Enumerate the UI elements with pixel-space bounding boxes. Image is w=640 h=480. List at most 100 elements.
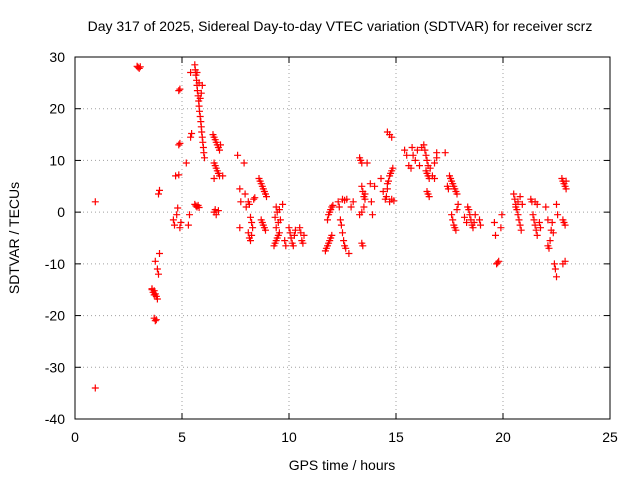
data-point — [529, 211, 537, 219]
data-point — [175, 171, 183, 179]
data-point — [324, 216, 331, 224]
data-point — [548, 219, 556, 226]
data-point — [217, 141, 224, 149]
data-point — [200, 149, 208, 157]
data-point — [403, 151, 411, 159]
data-point — [545, 244, 553, 252]
data-point — [173, 211, 181, 219]
data-point — [515, 216, 523, 224]
data-point — [195, 204, 203, 211]
data-point — [553, 273, 560, 281]
data-point — [174, 204, 182, 212]
data-point — [155, 190, 162, 198]
data-point — [453, 190, 461, 198]
data-point — [136, 63, 144, 71]
data-point — [371, 182, 379, 190]
data-point — [290, 231, 298, 239]
data-point — [289, 242, 297, 250]
data-point — [156, 186, 163, 194]
data-point — [561, 221, 569, 229]
y-tick-label: 30 — [49, 49, 65, 65]
data-point — [358, 182, 366, 190]
data-point — [262, 226, 269, 234]
data-point — [453, 206, 461, 214]
data-point — [514, 211, 522, 219]
data-point — [188, 130, 196, 137]
data-point — [358, 208, 366, 216]
data-point — [219, 172, 227, 180]
data-point — [407, 164, 415, 172]
data-point — [533, 231, 541, 239]
data-point — [411, 156, 419, 164]
data-point — [169, 216, 177, 224]
data-point — [343, 195, 351, 203]
data-point — [336, 216, 344, 224]
data-point — [379, 188, 387, 195]
data-point — [329, 201, 337, 209]
data-point — [291, 226, 299, 234]
data-point — [497, 224, 505, 232]
data-point — [281, 237, 289, 245]
data-point — [385, 177, 392, 185]
data-point — [182, 159, 190, 167]
data-point — [91, 198, 99, 206]
data-point — [531, 221, 539, 229]
y-tick-label: -40 — [45, 411, 65, 427]
data-point — [516, 193, 524, 201]
data-point — [184, 221, 192, 229]
data-point — [562, 177, 570, 185]
data-point — [187, 133, 195, 141]
data-point — [544, 216, 552, 224]
x-axis-label: GPS time / hours — [289, 457, 396, 473]
x-tick-label: 15 — [388, 429, 404, 445]
data-point — [369, 211, 376, 219]
data-point — [388, 133, 396, 141]
data-point — [328, 203, 336, 211]
x-tick-label: 25 — [602, 429, 618, 445]
data-point — [383, 185, 391, 193]
y-axis-label: SDTVAR / TECUs — [6, 182, 22, 294]
data-point — [216, 146, 223, 154]
data-point — [360, 203, 368, 211]
data-point — [498, 211, 506, 219]
grid-layer — [75, 57, 610, 419]
data-point — [477, 221, 484, 229]
data-point — [470, 219, 478, 226]
data-point — [196, 94, 204, 102]
data-point — [175, 141, 183, 149]
y-tick-label: 10 — [49, 152, 65, 168]
data-point — [512, 203, 520, 211]
data-point — [299, 239, 307, 247]
data-point — [546, 237, 554, 245]
data-point — [530, 216, 538, 224]
data-point — [248, 219, 256, 226]
data-point — [516, 221, 524, 229]
data-point — [533, 200, 541, 208]
data-point — [359, 242, 367, 250]
data-point — [401, 146, 409, 154]
data-point — [463, 219, 471, 226]
y-tick-label: 0 — [57, 204, 65, 220]
data-point — [423, 156, 431, 164]
data-point — [562, 185, 570, 193]
data-point — [495, 257, 503, 265]
data-point — [279, 200, 287, 208]
data-point — [347, 203, 355, 211]
data-point — [212, 211, 220, 219]
data-point — [248, 231, 256, 239]
data-point — [551, 265, 559, 273]
chart-title: Day 317 of 2025, Sidereal Day-to-day VTE… — [88, 18, 593, 34]
data-point — [250, 195, 258, 203]
data-point — [421, 146, 429, 154]
data-point — [272, 224, 280, 232]
data-point — [249, 224, 257, 232]
data-point — [561, 257, 569, 265]
data-point — [236, 185, 244, 193]
data-point — [210, 175, 218, 182]
data-point — [214, 207, 222, 215]
data-point — [193, 87, 201, 95]
data-point — [431, 175, 438, 182]
data-point — [471, 211, 479, 219]
data-point — [177, 219, 185, 226]
data-point — [366, 180, 374, 188]
